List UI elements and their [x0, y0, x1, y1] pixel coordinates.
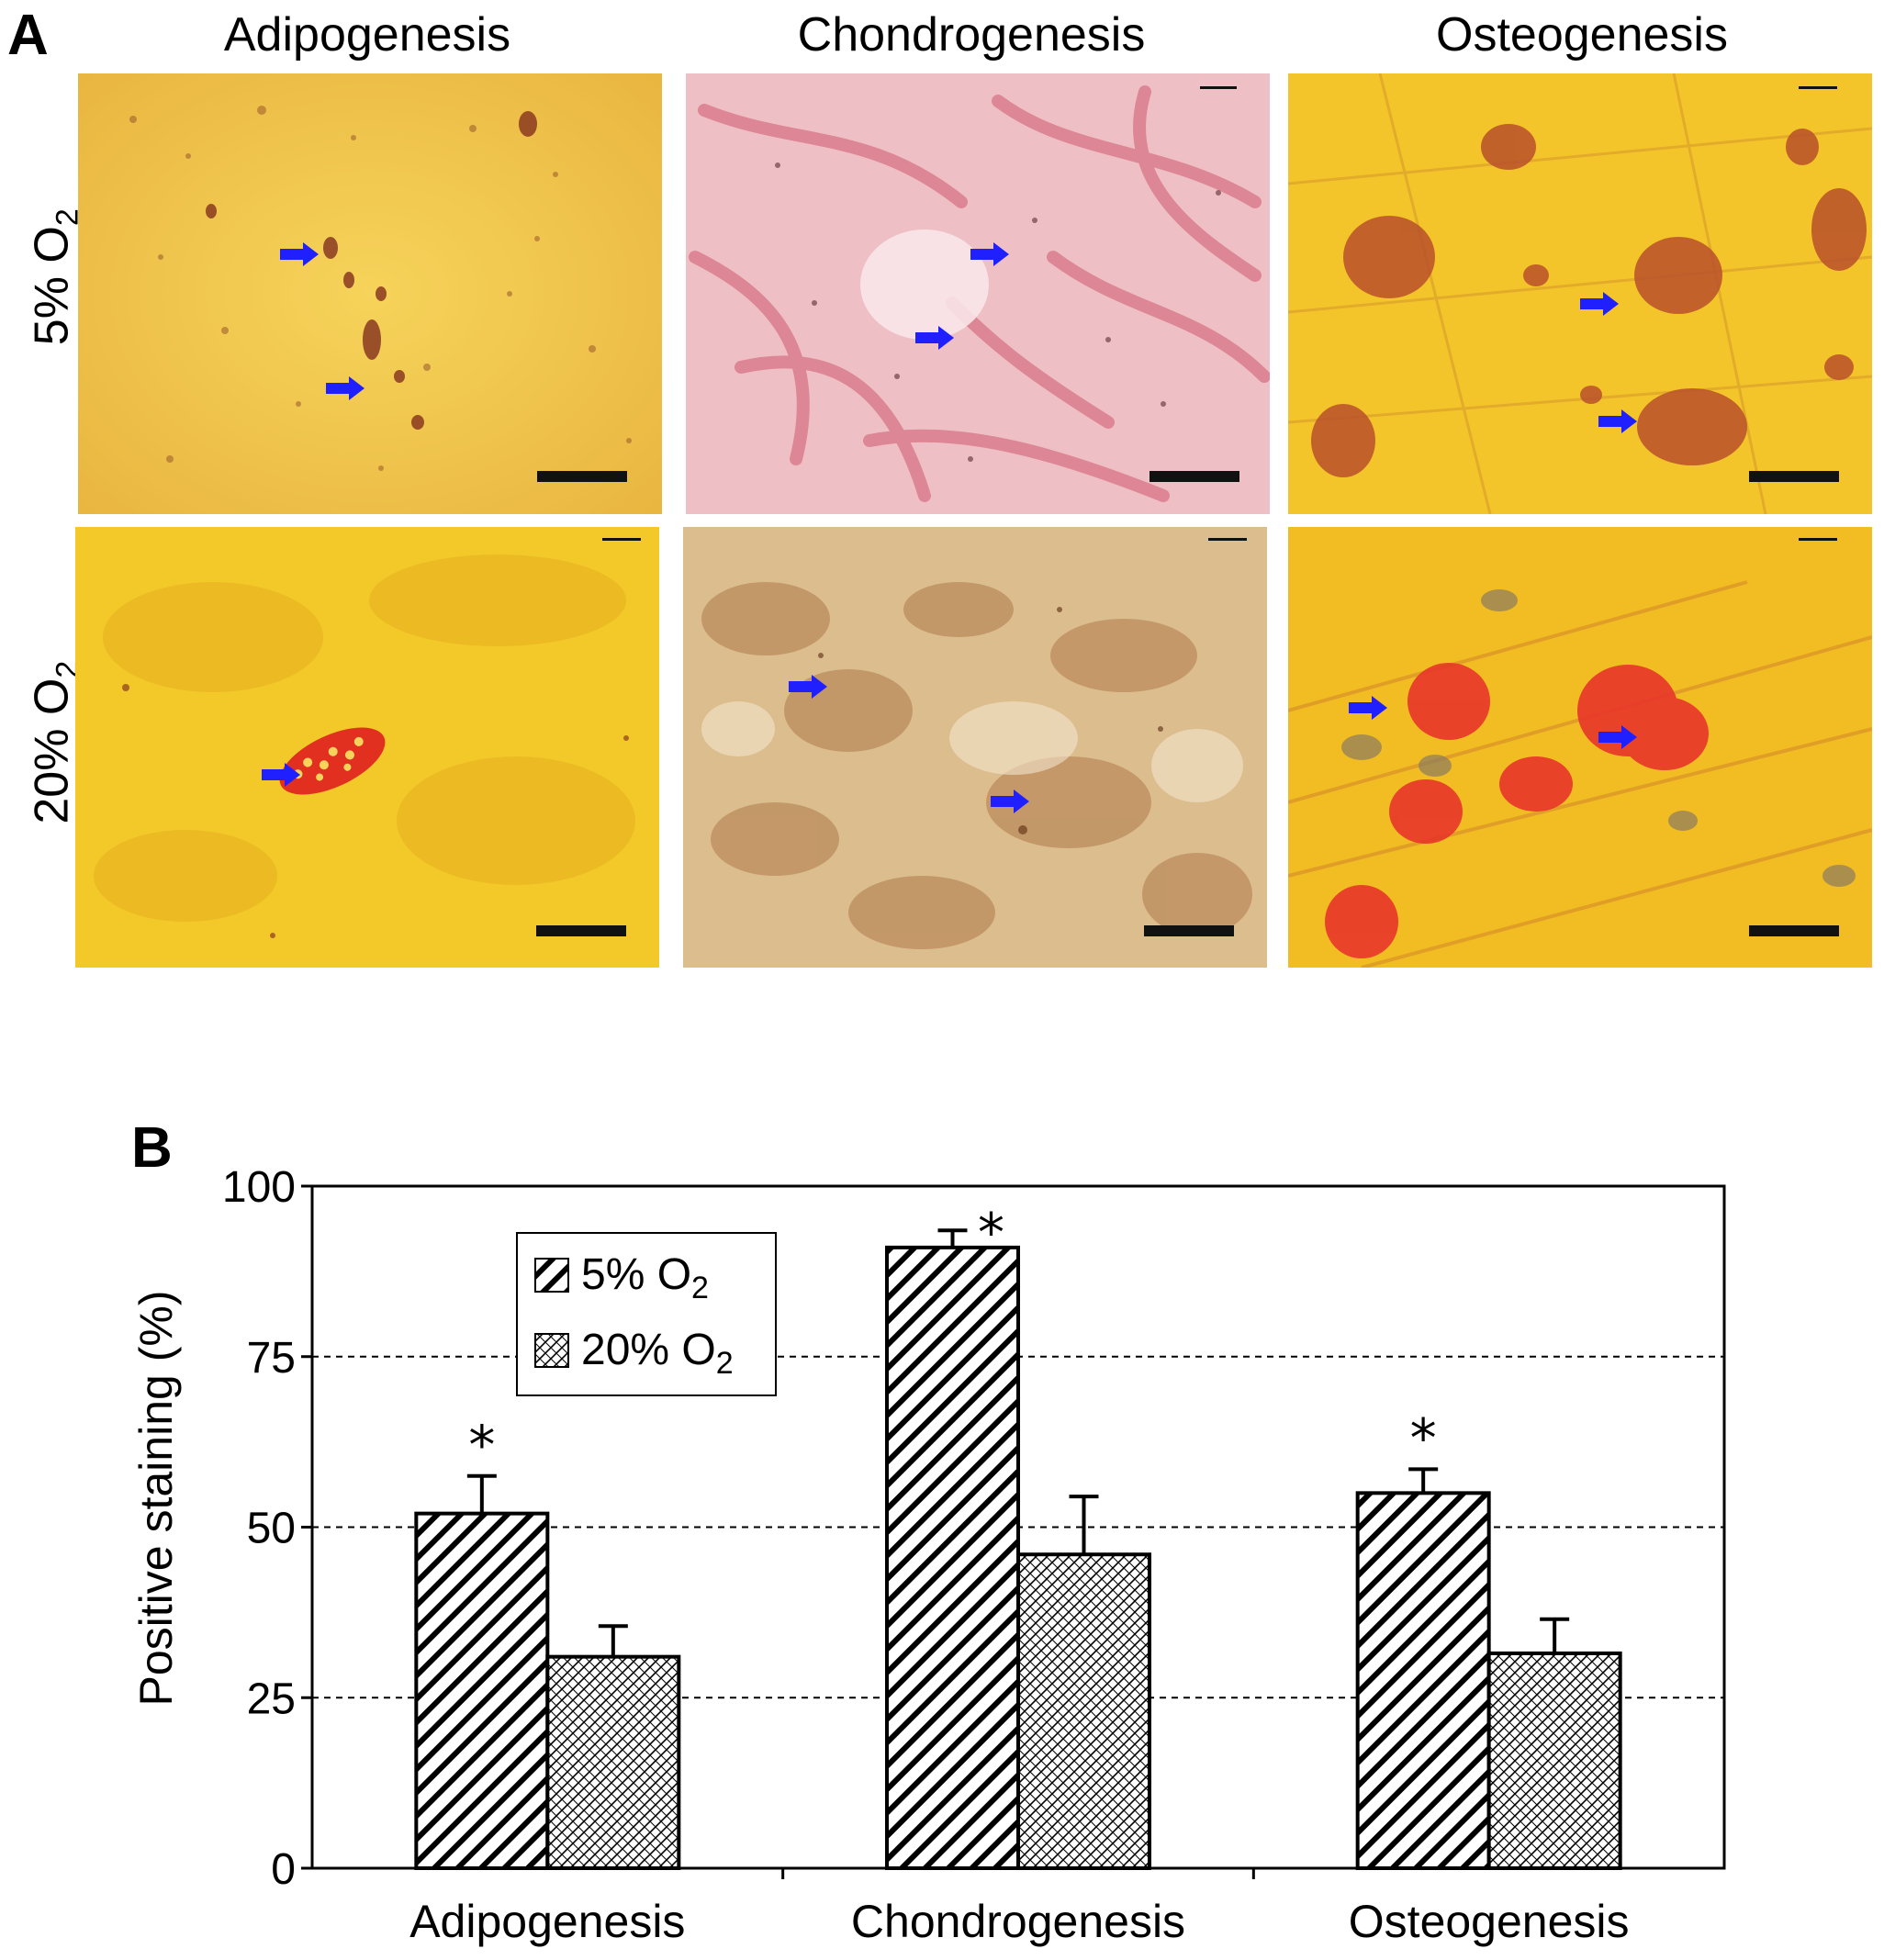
x-category-label: Osteogenesis — [1349, 1896, 1630, 1947]
bar — [1355, 1491, 1491, 1870]
x-category-label: Chondrogenesis — [851, 1896, 1185, 1947]
micrograph-osteogenesis-20 — [1288, 527, 1872, 968]
bar — [1016, 1552, 1151, 1870]
panel-a-letter: A — [7, 4, 49, 67]
row-label-5-percent: 5% O2 — [25, 208, 85, 346]
significance-star: * — [468, 1414, 495, 1476]
y-axis-title: Positive staining (%) — [130, 1291, 182, 1707]
bar — [1486, 1651, 1622, 1871]
significance-star: * — [978, 1201, 1004, 1263]
column-title-osteogenesis: Osteogenesis — [1436, 8, 1728, 62]
micrograph-chondrogenesis-5 — [686, 73, 1270, 514]
significance-star: * — [1410, 1406, 1437, 1469]
micrograph-chondrogenesis-20 — [683, 527, 1267, 968]
y-tick-label: 0 — [271, 1845, 296, 1894]
bar — [885, 1245, 1020, 1870]
bar — [545, 1654, 681, 1870]
bar-chart: 0 25 50 75 100 * Adipogenesis * Chondrogenesis * O… — [130, 1163, 1726, 1947]
panel-b-letter: B — [131, 1116, 173, 1180]
legend-label: 5% O2 — [581, 1250, 709, 1305]
legend-label: 20% O2 — [581, 1326, 734, 1381]
micrograph-adipogenesis-20 — [75, 527, 659, 968]
x-category-label: Adipogenesis — [409, 1896, 685, 1947]
micrograph-adipogenesis-5 — [78, 73, 662, 514]
column-title-adipogenesis: Adipogenesis — [223, 8, 511, 62]
micrograph-osteogenesis-5 — [1288, 73, 1872, 514]
y-tick-label: 75 — [247, 1334, 296, 1383]
column-title-chondrogenesis: Chondrogenesis — [797, 8, 1146, 62]
legend-swatch — [534, 1258, 569, 1293]
y-tick-label: 25 — [247, 1674, 296, 1723]
y-tick-label: 100 — [222, 1163, 296, 1212]
legend-swatch — [534, 1333, 569, 1368]
bar — [414, 1511, 550, 1870]
y-tick-label: 50 — [247, 1505, 296, 1553]
